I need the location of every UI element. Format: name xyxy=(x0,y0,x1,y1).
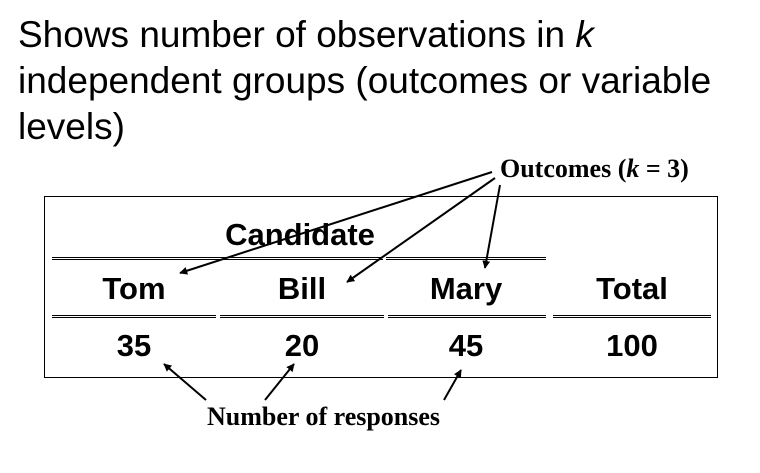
heading-text-end: independent groups (outcomes or variable… xyxy=(18,60,712,147)
heading-text-start: Shows number of observations in xyxy=(18,14,576,55)
arrow-to-tom xyxy=(179,171,493,275)
header-rule-total xyxy=(553,315,711,318)
value-tom: 35 xyxy=(116,328,152,363)
slide-heading: Shows number of observations in k indepe… xyxy=(18,12,753,150)
column-header-tom: Tom xyxy=(102,271,166,306)
outcomes-label-end: = 3) xyxy=(639,154,689,183)
arrow-to-value-tom xyxy=(163,363,207,401)
candidate-rule-right xyxy=(386,257,546,260)
value-total: 100 xyxy=(606,328,658,363)
column-header-mary: Mary xyxy=(429,271,503,306)
arrow-to-bill xyxy=(346,177,496,283)
arrow-to-mary xyxy=(482,184,501,269)
header-rule-mary xyxy=(388,315,546,318)
heading-k: k xyxy=(575,14,594,55)
arrow-to-value-bill xyxy=(264,363,295,401)
column-header-total: Total xyxy=(596,271,668,306)
header-rule-tom xyxy=(52,315,216,318)
value-bill: 20 xyxy=(284,328,320,363)
header-rule-bill xyxy=(220,315,384,318)
arrow-to-value-mary xyxy=(443,369,462,401)
outcomes-label-start: Outcomes ( xyxy=(500,154,627,183)
frequency-table-box xyxy=(44,196,718,378)
outcomes-label-k: k xyxy=(626,154,640,183)
column-header-bill: Bill xyxy=(277,271,327,306)
value-mary: 45 xyxy=(448,328,484,363)
responses-label: Number of responses xyxy=(207,402,441,431)
outcomes-label: Outcomes (k = 3) xyxy=(500,154,689,184)
candidate-rule-left xyxy=(52,257,383,260)
